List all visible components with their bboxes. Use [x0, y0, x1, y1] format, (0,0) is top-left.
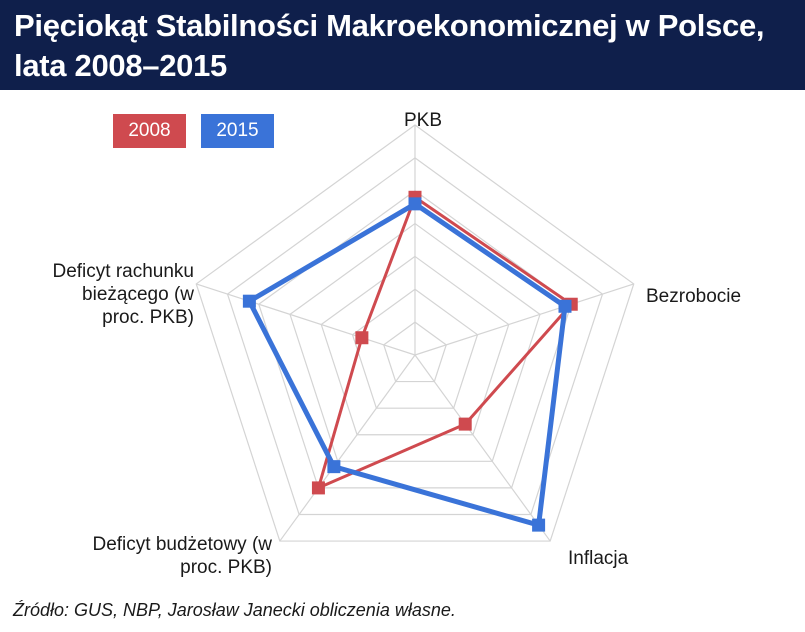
- axis-label-deficyt-budzetowy: Deficyt budżetowy (w proc. PKB): [92, 534, 272, 578]
- radar-grid: [195, 124, 635, 542]
- legend-2008: 2008: [113, 114, 186, 148]
- series-2015-point-deficyt_rachunku: [242, 294, 256, 308]
- grid-ring: [320, 255, 510, 436]
- grid-ring: [289, 222, 541, 462]
- grid-spoke: [414, 283, 634, 356]
- chart-title: Pięciokąt Stabilności Makroekonomicznej …: [14, 8, 765, 83]
- grid-spoke: [196, 283, 416, 356]
- source-note: Źródło: GUS, NBP, Jarosław Janecki oblic…: [13, 600, 456, 620]
- series-2015-point-pkb: [408, 197, 422, 211]
- series-2015-point-bezrobocie: [558, 299, 572, 313]
- grid-ring: [351, 288, 479, 409]
- grid-ring: [226, 157, 604, 516]
- axis-label-bezrobocie: Bezrobocie: [646, 286, 742, 307]
- legend-2015: 2015: [201, 114, 274, 148]
- axis-label-deficyt-rachunku: Deficyt rachunku bieżącego (w proc. PKB): [52, 261, 194, 328]
- axis-label-pkb: PKB: [403, 110, 443, 131]
- series-2008-point-inflacja: [458, 417, 472, 431]
- grid-ring: [195, 124, 635, 542]
- grid-spoke: [414, 354, 551, 542]
- series-2015-point-inflacja: [532, 518, 546, 532]
- series-2015-point-deficyt_budzetowy: [327, 460, 341, 474]
- axis-label-inflacja: Inflacja: [568, 548, 629, 569]
- series-line-2008: [316, 195, 573, 490]
- grid-spoke: [279, 354, 416, 542]
- header-bar: [0, 0, 805, 90]
- series-line-2015: [246, 201, 568, 528]
- series-2008-point-deficyt_budzetowy: [311, 481, 325, 495]
- series-2008-point-deficyt_rachunku: [355, 331, 369, 345]
- series-layer: [242, 190, 578, 532]
- grid-ring: [383, 321, 447, 383]
